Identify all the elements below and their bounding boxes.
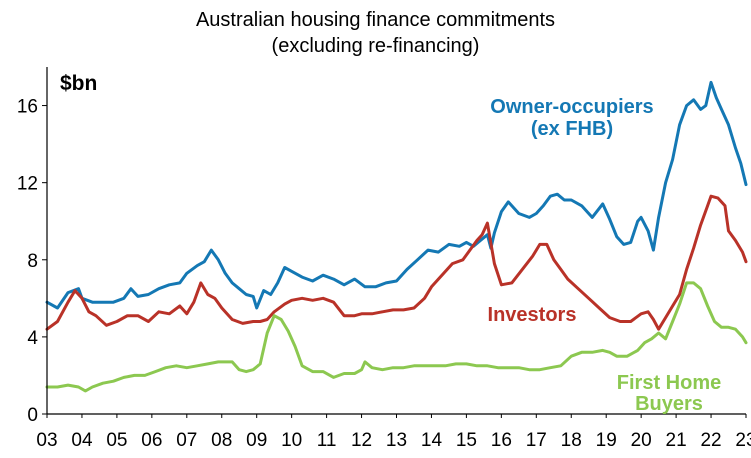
series-lines [45, 80, 748, 393]
x-tick-label: 10 [281, 430, 302, 451]
x-tick-label: 14 [421, 430, 443, 451]
chart-subtitle: (excluding re-financing) [272, 35, 480, 57]
x-tick-label: 05 [106, 430, 127, 451]
x-tick-label: 21 [666, 430, 687, 451]
x-tick-label: 09 [246, 430, 267, 451]
series-line-investors [45, 194, 748, 331]
x-tick-label: 08 [211, 430, 232, 451]
y-tick-label: 0 [27, 405, 38, 426]
series-label-first-home-buyers: Buyers [635, 393, 703, 415]
x-tick-label: 17 [526, 430, 547, 451]
series-label-owner-occupiers: (ex FHB) [531, 118, 613, 140]
y-axis-ticks: 0 4 8 12 16 [17, 97, 47, 426]
unit-label: $bn [60, 72, 97, 95]
x-tick-label: 07 [176, 430, 197, 451]
y-tick-label: 8 [27, 251, 38, 272]
x-tick-label: 12 [351, 430, 372, 451]
x-tick-label: 03 [36, 430, 57, 451]
x-tick-label: 15 [456, 430, 477, 451]
axes [46, 67, 746, 415]
x-tick-label: 11 [317, 430, 337, 451]
x-tick-label: 13 [386, 430, 407, 451]
x-tick-label: 19 [596, 430, 617, 451]
x-axis-ticks: 03 04 05 06 07 08 09 10 11 12 13 14 15 16 17 18 19 20 21 22… [36, 414, 751, 451]
x-tick-label: 22 [700, 430, 721, 451]
series-labels: Owner-occupiers(ex FHB) Investors First Ho… [488, 96, 722, 415]
x-tick-label: 04 [71, 430, 93, 451]
series-label-first-home-buyers: First Home [617, 372, 721, 394]
x-tick-label: 20 [631, 430, 652, 451]
y-tick-label: 16 [17, 97, 38, 118]
x-tick-label: 06 [141, 430, 162, 451]
series-label-owner-occupiers: Owner-occupiers [490, 96, 653, 118]
chart-title: Australian housing finance commitments [196, 9, 555, 31]
x-tick-label: 16 [491, 430, 512, 451]
y-tick-label: 12 [17, 174, 38, 195]
x-tick-label: 18 [561, 430, 582, 451]
series-label-investors: Investors [488, 304, 577, 326]
y-tick-label: 4 [27, 328, 38, 349]
x-tick-label: 23 [735, 430, 751, 451]
series-line-first-home-buyers [45, 281, 748, 393]
series-line-owner-occupiers [45, 80, 748, 310]
